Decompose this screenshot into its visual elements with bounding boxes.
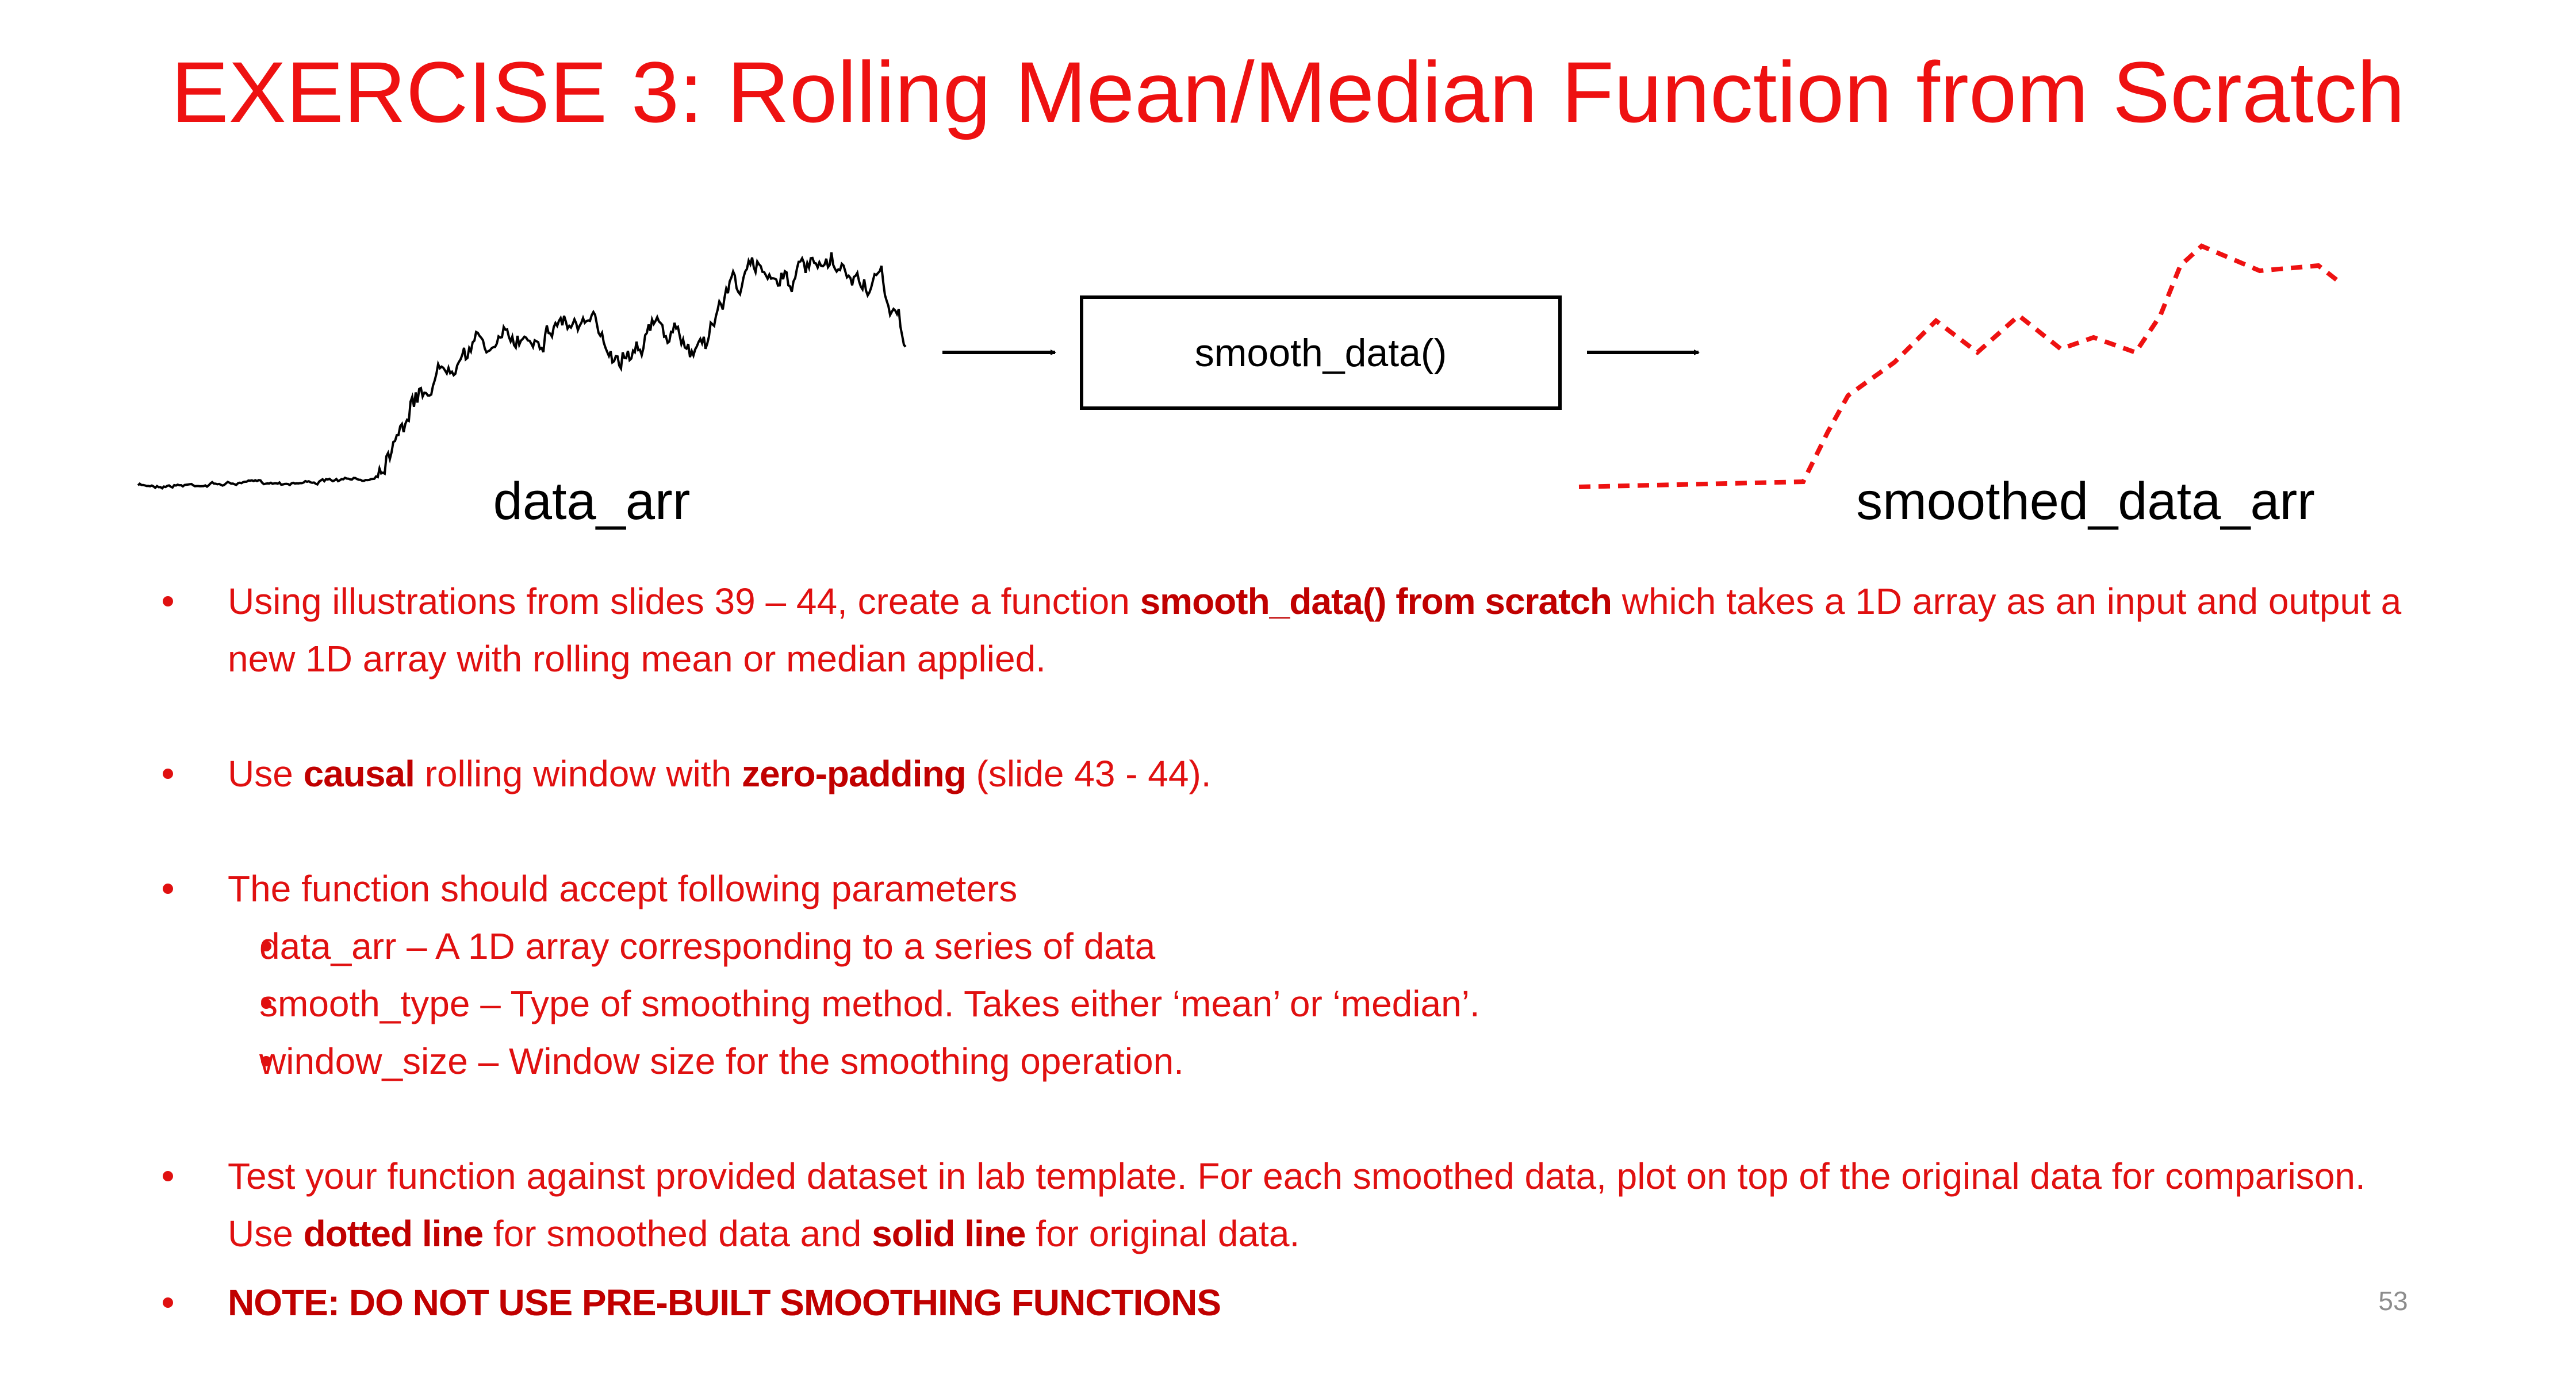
emphasis-text: zero-padding [741,753,967,794]
sub-bullet: data_arr – A 1D array corresponding to a… [163,917,2440,975]
bullet-marker [261,941,271,951]
diagram [137,243,2341,490]
bullet-text: Using illustrations from slides 39 – 44,… [228,581,1140,622]
emphasis-text: causal [303,753,415,794]
emphasis-text: dotted line [303,1213,484,1254]
bullet-marker [163,769,173,779]
bullet: Using illustrations from slides 39 – 44,… [163,573,2440,688]
bullet: Use causal rolling window with zero-padd… [163,745,2440,802]
bullet-marker [261,1056,271,1066]
raw-data-sketch [137,252,907,490]
bullet-marker [163,1171,173,1181]
function-box: smooth_data() [1080,295,1562,410]
emphasis-text: NOTE: DO NOT USE PRE-BUILT SMOOTHING FUN… [228,1282,1221,1323]
bullet-text: for smoothed data and [483,1213,872,1254]
smoothed-data-sketch [1578,243,2341,489]
sub-bullet-text: smooth_type – Type of smoothing method. … [259,983,1480,1024]
bullet-marker [163,596,173,606]
bullet-marker [163,1297,173,1308]
bullet: Test your function against provided data… [163,1147,2440,1262]
slide-title: EXERCISE 3: Rolling Mean/Median Function… [171,44,2405,140]
bullet-text: Test your function against provided data… [228,1155,2366,1254]
function-label: smooth_data() [1194,331,1447,375]
bullet-text: which takes a 1D array as an input and o… [228,581,2402,679]
sub-bullet-text: window_size – Window size for the smooth… [259,1040,1184,1082]
emphasis-text: solid line [872,1213,1026,1254]
output-label: smoothed_data_arr [1856,472,2315,531]
bullet-text: The function should accept following par… [228,868,1018,909]
bullet: The function should accept following par… [163,860,2440,1090]
bullet-marker [261,999,271,1009]
bullet-list: Using illustrations from slides 39 – 44,… [163,573,2440,1331]
emphasis-text: smooth_data() from scratch [1140,581,1612,622]
sub-bullet: smooth_type – Type of smoothing method. … [163,975,2440,1032]
bullet-marker [163,884,173,894]
bullet-text: for original data. [1025,1213,1300,1254]
input-label: data_arr [493,472,691,531]
sub-bullet: window_size – Window size for the smooth… [163,1032,2440,1090]
bullet-text: Use [228,753,304,794]
sub-bullet-text: data_arr – A 1D array corresponding to a… [259,926,1156,967]
page-number: 53 [2378,1286,2408,1316]
bullet: NOTE: DO NOT USE PRE-BUILT SMOOTHING FUN… [163,1274,2440,1331]
bullet-text: rolling window with [414,753,742,794]
bullet-text: (slide 43 - 44). [965,753,1212,794]
